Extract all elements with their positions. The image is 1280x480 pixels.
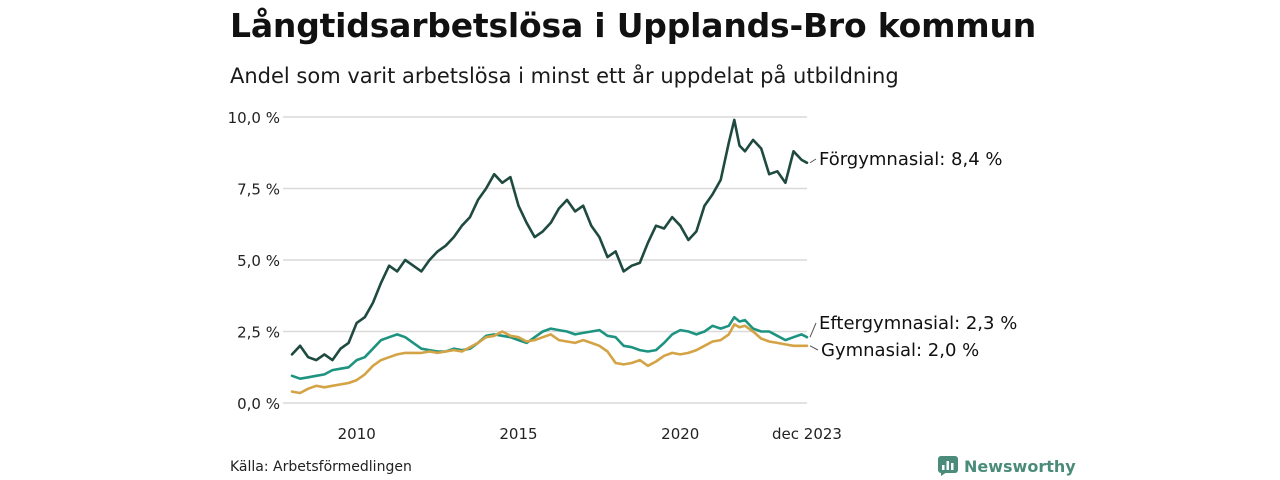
- y-tick-label: 0,0 %: [237, 395, 280, 413]
- source-note: Källa: Arbetsförmedlingen: [230, 459, 412, 475]
- series-end-labels: Förgymnasial: 8,4 % Eftergymnasial: 2,3 %…: [809, 149, 1017, 361]
- series-end-label: Gymnasial: 2,0 %: [821, 340, 979, 361]
- x-tick-label: dec 2023: [772, 425, 842, 443]
- series-line-gymnasial: [290, 323, 809, 395]
- y-axis-tick-labels: 0,0 % 2,5 % 5,0 % 7,5 % 10,0 %: [228, 109, 280, 413]
- brand-name: Newsworthy: [964, 456, 1076, 476]
- gridlines: [283, 116, 807, 404]
- label-connector: [809, 322, 817, 338]
- brand-logo: Newsworthy: [938, 456, 1076, 476]
- y-tick-label: 10,0 %: [228, 109, 280, 127]
- y-tick-label: 5,0 %: [237, 252, 280, 270]
- bar-chart-icon: [938, 456, 958, 476]
- y-tick-label: 2,5 %: [237, 324, 280, 342]
- label-connector: [809, 345, 819, 351]
- chart-title: Långtidsarbetslösa i Upplands-Bro kommun: [230, 6, 1037, 45]
- chart-subtitle: Andel som varit arbetslösa i minst ett å…: [230, 64, 899, 88]
- label-connector: [809, 158, 817, 164]
- series-end-label: Eftergymnasial: 2,3 %: [819, 313, 1017, 334]
- series-line-förgymnasial: [290, 118, 809, 362]
- x-axis-tick-labels: 2010 2015 2020 dec 2023: [338, 425, 842, 443]
- x-tick-label: 2010: [338, 425, 376, 443]
- series-end-label: Förgymnasial: 8,4 %: [819, 149, 1003, 170]
- series-line-eftergymnasial: [290, 315, 809, 380]
- x-tick-label: 2020: [661, 425, 699, 443]
- x-tick-label: 2015: [499, 425, 537, 443]
- y-tick-label: 7,5 %: [237, 181, 280, 199]
- series-lines: [290, 118, 809, 395]
